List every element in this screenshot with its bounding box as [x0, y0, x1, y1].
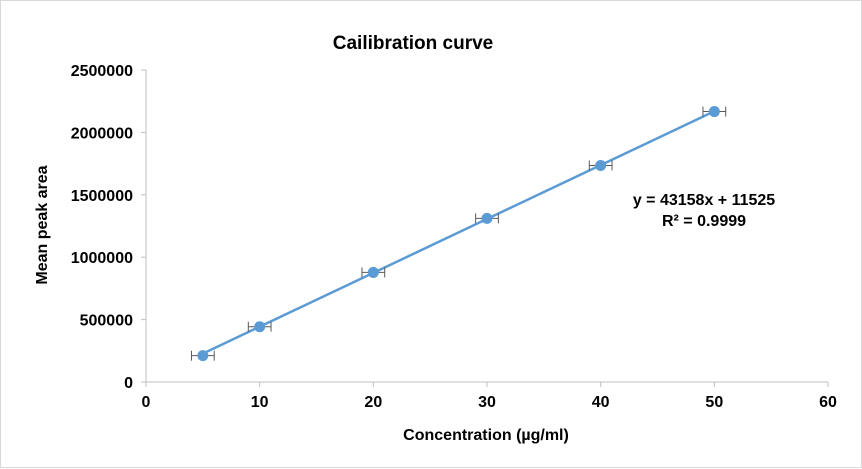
y-tick-label: 0: [124, 375, 133, 392]
data-point: [595, 159, 607, 171]
x-tick-label: 40: [592, 394, 610, 411]
y-tick-label: 1500000: [71, 188, 133, 205]
x-tick-label: 50: [705, 394, 723, 411]
axes: [141, 69, 829, 387]
y-tick-label: 500000: [80, 313, 133, 330]
data-point: [708, 106, 720, 118]
data-point: [481, 212, 493, 224]
r-squared: R² = 0.9999: [662, 213, 746, 230]
data-point: [197, 350, 209, 362]
y-tick-label: 1000000: [71, 250, 133, 267]
x-tick-label: 20: [364, 394, 382, 411]
trend-equation: y = 43158x + 11525: [633, 192, 775, 209]
x-tick-label: 30: [478, 394, 496, 411]
trendline-line: [202, 110, 715, 355]
data-point: [367, 266, 379, 278]
y-tick-label: 2500000: [71, 63, 133, 80]
x-tick-label: 10: [251, 394, 269, 411]
trendline: [202, 110, 715, 355]
y-tick-label: 2000000: [71, 125, 133, 142]
y-axis-title: Mean peak area: [34, 165, 51, 284]
chart-title: Cailibration curve: [333, 33, 494, 54]
data-point: [254, 321, 266, 333]
x-tick-labels: 0 10 20 30 40 50 60: [142, 394, 837, 411]
x-tick-label: 0: [142, 394, 151, 411]
y-tick-labels: 0 500000 1000000 1500000 2000000 2500000: [71, 63, 133, 392]
x-tick-label: 60: [819, 394, 837, 411]
data-points: [197, 106, 720, 362]
x-axis-title: Concentration (µg/ml): [403, 427, 569, 444]
